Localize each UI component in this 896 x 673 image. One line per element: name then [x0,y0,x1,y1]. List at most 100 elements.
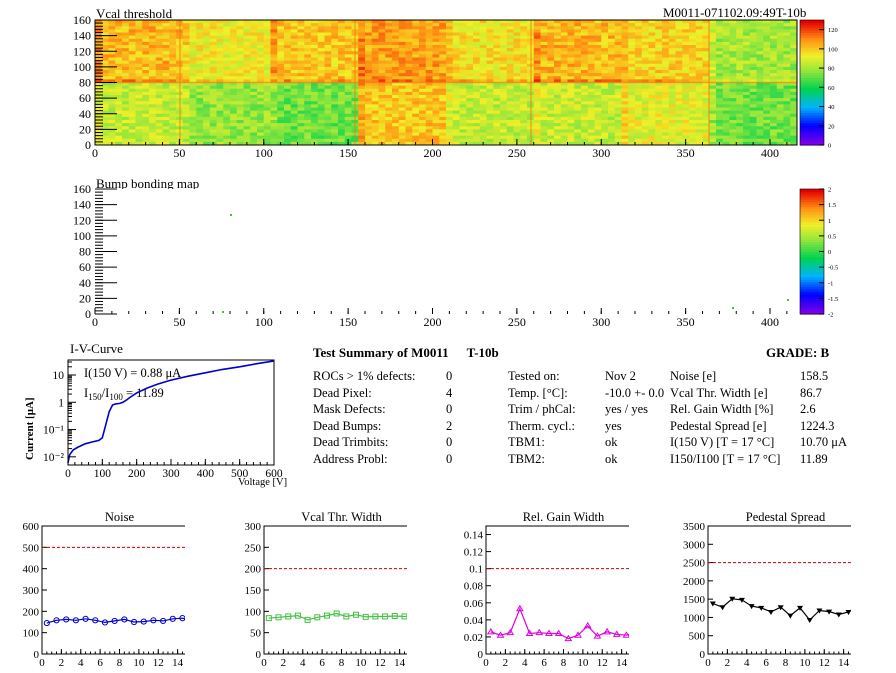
heat-cell [156,108,163,112]
heat-cell [723,42,730,46]
heat-cell [500,48,507,52]
heat-cell [311,92,318,96]
heat-cell [730,92,737,96]
heat-cell [412,70,419,74]
heat-cell [284,123,291,127]
heat-cell [277,86,284,90]
heat-cell [277,104,284,108]
heat-cell [709,48,716,52]
heat-cell [230,39,237,43]
heat-cell [655,111,662,115]
heat-cell [568,23,575,27]
heat-cell [676,42,683,46]
heat-cell [379,51,386,55]
heat-cell [419,136,426,140]
heat-cell [554,70,561,74]
heat-cell [487,117,494,121]
heat-cell [777,101,784,105]
heat-cell [763,64,770,68]
heat-cell [446,54,453,58]
map-xtick-label: 300 [592,146,610,160]
heat-cell [507,89,514,93]
heat-cell [466,33,473,37]
heat-cell [122,114,129,118]
heat-cell [196,104,203,108]
heat-cell [217,101,224,105]
heat-cell [331,70,338,74]
heat-cell [439,123,446,127]
heat-cell [190,67,197,71]
heat-cell [257,136,264,140]
heat-cell [669,129,676,133]
heat-cell [122,58,129,62]
heat-cell [473,108,480,112]
heat-cell [784,114,791,118]
heat-cell [358,58,365,62]
heat-cell [777,120,784,124]
heat-cell [419,101,426,105]
heat-cell [203,42,210,46]
heat-cell [480,114,487,118]
heat-cell [669,36,676,40]
heat-cell [770,39,777,43]
heat-cell [514,89,521,93]
heat-cell [183,26,190,30]
heat-cell [460,126,467,130]
heat-cell [433,126,440,130]
heat-cell [264,117,271,121]
heat-cell [757,58,764,62]
heat-cell [770,98,777,102]
heat-cell [183,48,190,52]
heat-cell [514,117,521,121]
heat-cell [487,123,494,127]
heat-cell [784,26,791,30]
heat-cell [419,117,426,121]
heat-cell [345,42,352,46]
chart-ytick-label: 0.08 [464,581,484,593]
heat-cell [460,120,467,124]
heat-cell [385,104,392,108]
heat-cell [311,73,318,77]
heat-cell [271,42,278,46]
heat-cell [338,36,345,40]
heat-cell [696,136,703,140]
heat-cell [372,111,379,115]
heat-cell [311,70,318,74]
heat-cell [244,64,251,68]
heat-cell [561,29,568,33]
heat-cell [770,92,777,96]
heat-cell [723,29,730,33]
heat-cell [628,86,635,90]
heat-cell [480,111,487,115]
heat-cell [750,33,757,37]
heat-cell [716,26,723,30]
heat-cell [736,98,743,102]
heat-cell [784,73,791,77]
heat-cell [750,114,757,118]
heat-cell [419,89,426,93]
heat-cell [466,58,473,62]
heat-cell [291,33,298,37]
heat-cell [561,133,568,137]
heat-cell [203,104,210,108]
heat-cell [156,51,163,55]
heat-cell [628,98,635,102]
heat-cell [203,33,210,37]
heat-cell [635,92,642,96]
heat-cell [608,136,615,140]
heat-cell [406,120,413,124]
heat-cell [730,64,737,68]
heat-cell [514,39,521,43]
heat-cell [568,98,575,102]
heat-cell [129,70,136,74]
heat-cell [642,104,649,108]
heat-cell [473,104,480,108]
heat-cell [635,86,642,90]
heat-cell [534,67,541,71]
heat-cell [163,61,170,65]
heat-cell [318,36,325,40]
heat-cell [487,120,494,124]
heat-cell [446,76,453,80]
heat-cell [433,133,440,137]
